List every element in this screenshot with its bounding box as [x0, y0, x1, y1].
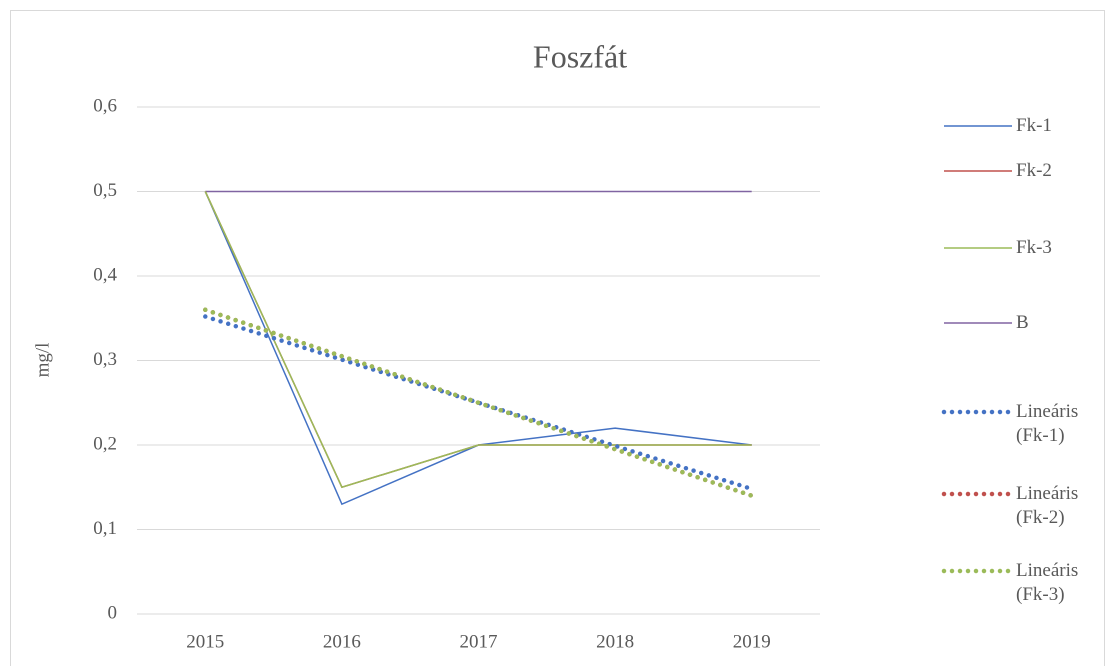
- legend-label: Fk-1: [1016, 115, 1052, 136]
- y-tick-label: 0,3: [93, 349, 117, 370]
- legend-label: B: [1016, 312, 1029, 333]
- y-tick-label: 0,4: [93, 264, 117, 285]
- legend-label: Lineáris (Fk-2): [1016, 483, 1079, 528]
- legend-label: Fk-2: [1016, 160, 1052, 181]
- legend-label: Fk-3: [1016, 237, 1052, 258]
- legend-label: Lineáris (Fk-1): [1016, 401, 1079, 446]
- chart-border: [10, 10, 1105, 666]
- x-tick-label: 2015: [186, 631, 224, 652]
- trend-line: [203, 307, 754, 498]
- series-line: [204, 191, 752, 506]
- y-axis-label: mg/l: [32, 343, 53, 378]
- y-tick-label: 0,1: [93, 518, 117, 539]
- x-tick-label: 2019: [733, 631, 771, 652]
- y-tick-label: 0: [108, 602, 118, 623]
- series-line: [204, 191, 752, 489]
- x-tick-label: 2018: [596, 631, 634, 652]
- y-tick-label: 0,2: [93, 433, 117, 454]
- y-tick-label: 0,5: [93, 180, 117, 201]
- legend-label: Lineáris (Fk-3): [1016, 560, 1079, 605]
- y-tick-label: 0,6: [93, 95, 117, 116]
- chart-title: Foszfát: [533, 38, 627, 74]
- x-tick-label: 2016: [323, 631, 361, 652]
- x-tick-label: 2017: [460, 631, 498, 652]
